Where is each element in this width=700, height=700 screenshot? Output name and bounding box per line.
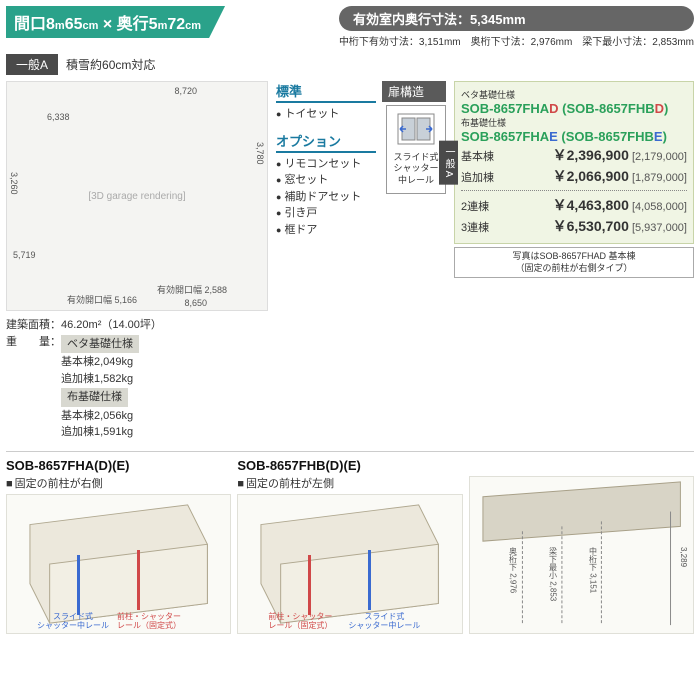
door-structure-box: スライド式 シャッター 中レール	[386, 105, 446, 194]
depth-m: 5	[149, 16, 158, 33]
rail-red-icon	[308, 555, 311, 615]
opening-m: 8	[46, 16, 55, 33]
grade-note: 積雪約60cm対応	[66, 56, 155, 73]
price-column: 一般A ベタ基礎仕様 SOB-8657FHAD (SOB-8657FHBD) 布…	[454, 81, 694, 441]
list-item: リモコンセット	[276, 156, 376, 173]
depth-cm: 72	[167, 16, 185, 33]
flat-model: SOB-8657FHAD (SOB-8657FHBD)	[461, 101, 687, 116]
cm-unit: cm	[83, 20, 99, 32]
dim-c0: 奥桁下 2,976	[508, 547, 517, 593]
flat-main-weight: 基本棟2,049kg	[61, 356, 133, 368]
price-box: 一般A ベタ基礎仕様 SOB-8657FHAD (SOB-8657FHBD) 布…	[454, 81, 694, 244]
strip-foundation-chip: 布基礎仕様	[61, 388, 128, 407]
dim-br: 8,650	[184, 298, 207, 308]
list-item: 框ドア	[276, 222, 376, 239]
label-red: 前柱・シャッター レール（固定式）	[268, 613, 332, 631]
render-column: [3D garage rendering] 8,720 6,338 5,719 …	[6, 81, 268, 441]
door-heading: 扉構造	[382, 81, 446, 102]
price-row: 3連棟 ￥6,530,700 [5,937,000]	[461, 216, 687, 236]
variant-b: SOB-8657FHB(D)(E) 固定の前柱が左側 前柱・シャッター レール（…	[237, 458, 462, 634]
flat-label: ベタ基礎仕様	[461, 88, 687, 101]
variants-row: SOB-8657FHA(D)(E) 固定の前柱が右側 スライド式 シャッター中レ…	[6, 451, 694, 634]
dim-hr: 3,780	[255, 142, 265, 165]
variant-b-title: SOB-8657FHB(D)(E)	[237, 458, 462, 473]
area-value: 46.20m²（14.00坪）	[61, 319, 162, 331]
dim-top: 8,720	[174, 86, 197, 96]
variant-b-sub: 固定の前柱が左側	[237, 475, 462, 491]
header-row: 間口8m65cm × 奥行5m72cm 有効室内奥行寸法：5,345mm 中桁下…	[6, 6, 694, 48]
dim-ol: 有効開口幅 5,166	[67, 293, 137, 306]
standard-list: トイセット	[276, 106, 376, 123]
strip-label: 布基礎仕様	[461, 116, 687, 129]
photo-note: 写真はSOB-8657FHAD 基本棟 （固定の前柱が右側タイプ）	[454, 247, 694, 278]
variant-a-title: SOB-8657FHA(D)(E)	[6, 458, 231, 473]
variant-c-diagram: 奥桁下 2,976 梁下最小 2,853 中桁下 3,151 3,289	[469, 476, 694, 634]
variant-a-sub: 固定の前柱が右側	[6, 475, 231, 491]
rail-blue-icon	[77, 555, 80, 615]
label-blue: スライド式 シャッター中レール	[348, 613, 420, 631]
list-item: 引き戸	[276, 205, 376, 222]
price-row: 追加棟 ￥2,066,900 [1,879,000]	[461, 166, 687, 186]
standard-heading: 標準	[276, 81, 376, 103]
dim-or: 有効開口幅 2,588	[157, 283, 227, 296]
flat-foundation-chip: ベタ基礎仕様	[61, 335, 139, 354]
dim-c2: 中桁下 3,151	[588, 547, 597, 593]
strip-model: SOB-8657FHAE (SOB-8657FHBE)	[461, 129, 687, 144]
strip-main-weight: 基本棟2,056kg	[61, 410, 133, 422]
weight-label: 重 量：	[6, 334, 61, 441]
option-heading: オプション	[276, 131, 376, 153]
mid-column: 標準 トイセット オプション リモコンセット 窓セット 補助ドアセット 引き戸 …	[276, 81, 446, 441]
variant-a: SOB-8657FHA(D)(E) 固定の前柱が右側 スライド式 シャッター中レ…	[6, 458, 231, 634]
area-label: 建築面積：	[6, 319, 61, 331]
strip-add-weight: 追加棟1,591kg	[61, 426, 133, 438]
m-unit: m	[55, 20, 65, 32]
list-item: トイセット	[276, 106, 376, 123]
dim-c6: 3,289	[678, 547, 687, 567]
header-right: 有効室内奥行寸法：5,345mm 中桁下有効寸法：3,151mm 奥桁下寸法：2…	[339, 6, 694, 48]
list-item: 補助ドアセット	[276, 189, 376, 206]
opening-label: 間口	[14, 16, 46, 33]
product-render: [3D garage rendering] 8,720 6,338 5,719 …	[6, 81, 268, 311]
rail-red-icon	[137, 550, 140, 610]
variant-a-diagram: スライド式 シャッター中レール 前柱・シャッター レール（固定式）	[6, 494, 231, 634]
effective-depth-pill: 有効室内奥行寸法：5,345mm	[339, 6, 694, 31]
variant-c: 奥桁下 2,976 梁下最小 2,853 中桁下 3,151 3,289	[469, 458, 694, 634]
dim-lb: 6,338	[47, 112, 70, 122]
price-grade-tab: 一般A	[439, 140, 458, 185]
catalog-page: 間口8m65cm × 奥行5m72cm 有効室内奥行寸法：5,345mm 中桁下…	[0, 0, 700, 640]
variant-b-diagram: 前柱・シャッター レール（固定式） スライド式 シャッター中レール	[237, 494, 462, 634]
dim-lf: 5,719	[13, 250, 36, 260]
variant-c-svg	[470, 477, 693, 633]
slide-shutter-icon	[396, 112, 436, 146]
building-specs: 建築面積：46.20m²（14.00坪） 重 量： ベタ基礎仕様 基本棟2,04…	[6, 317, 268, 441]
grade-tab: 一般A	[6, 54, 58, 75]
label-blue: スライド式 シャッター中レール	[37, 613, 109, 631]
depth-label: 奥行	[117, 16, 149, 33]
label-red: 前柱・シャッター レール（固定式）	[117, 613, 181, 631]
main-content: [3D garage rendering] 8,720 6,338 5,719 …	[6, 81, 694, 441]
price-row: 基本棟 ￥2,396,900 [2,179,000]	[461, 145, 687, 165]
door-type-label: スライド式 シャッター 中レール	[391, 152, 441, 187]
opening-cm: 65	[65, 16, 83, 33]
rail-blue-icon	[368, 550, 371, 610]
dim-hl: 3,260	[9, 172, 19, 195]
list-item: 窓セット	[276, 172, 376, 189]
dimensions-banner: 間口8m65cm × 奥行5m72cm	[6, 6, 225, 38]
flat-add-weight: 追加棟1,582kg	[61, 373, 133, 385]
price-row: 2連棟 ￥4,463,800 [4,058,000]	[461, 195, 687, 215]
sub-dimensions: 中桁下有効寸法：3,151mm 奥桁下寸法：2,976mm 梁下最小寸法：2,8…	[339, 33, 694, 48]
dim-c1: 梁下最小 2,853	[548, 547, 557, 601]
grade-row: 一般A 積雪約60cm対応	[6, 54, 694, 75]
option-list: リモコンセット 窓セット 補助ドアセット 引き戸 框ドア	[276, 156, 376, 239]
